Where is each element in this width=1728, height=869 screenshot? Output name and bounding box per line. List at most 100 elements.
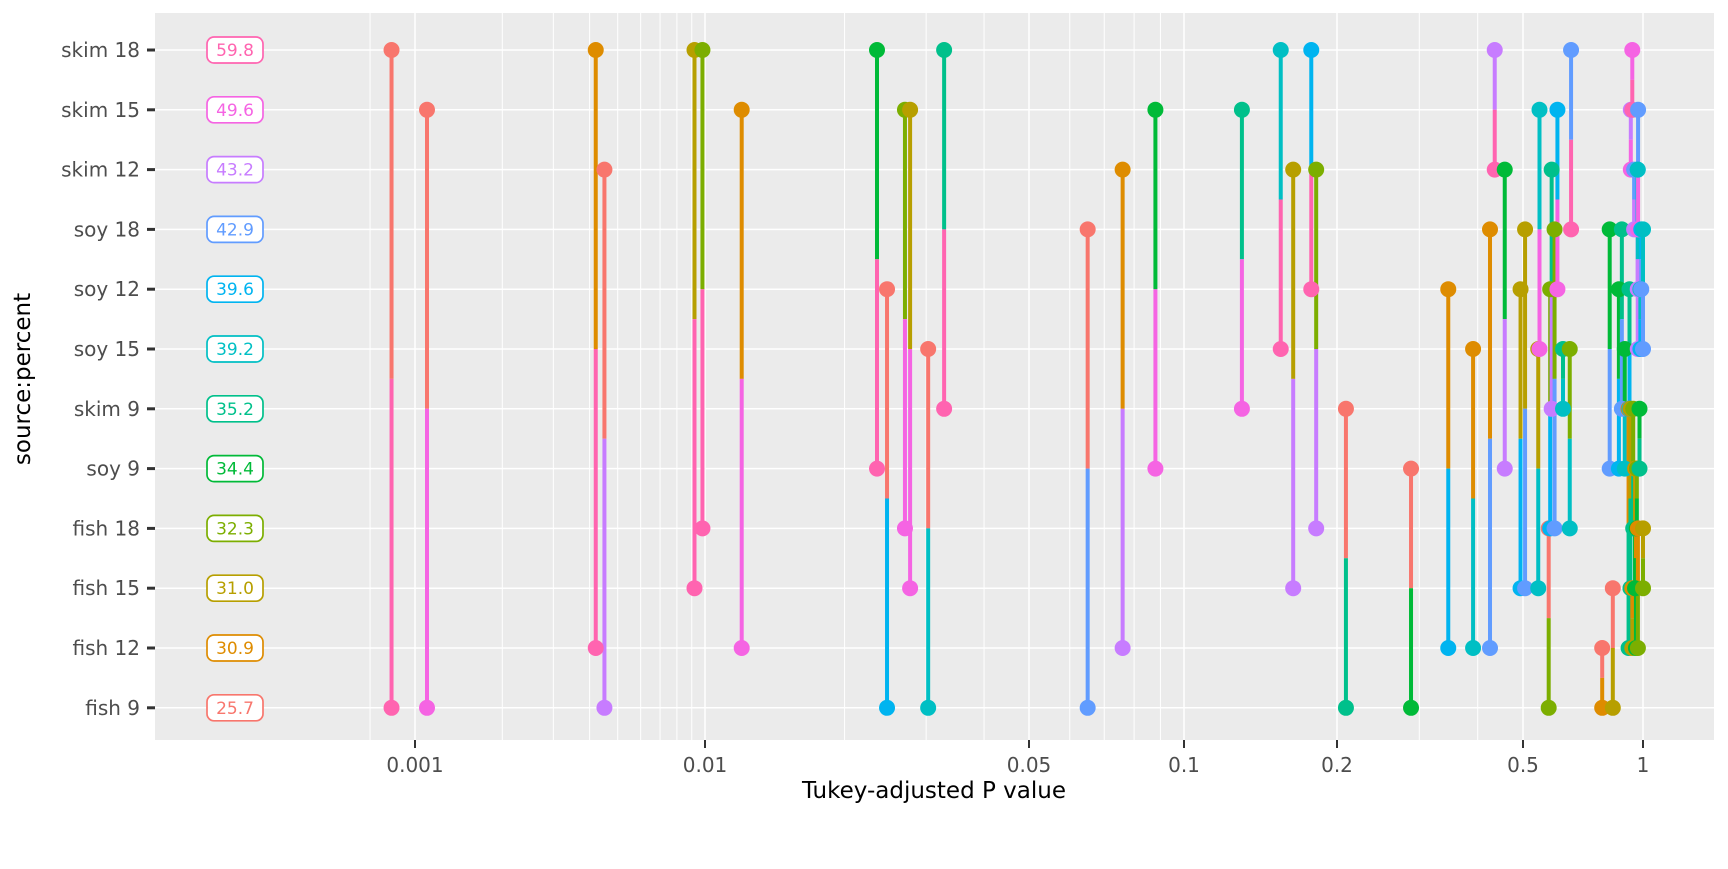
comparison-point: [1613, 221, 1630, 238]
comparison-point: [733, 101, 750, 118]
emm-box-border: [206, 36, 264, 64]
y-tick-label: skim 12: [61, 158, 140, 182]
emm-box: 39.6: [206, 275, 264, 304]
comparison-point: [1546, 221, 1563, 238]
y-tick-label: fish 18: [73, 516, 141, 540]
emm-box: 31.0: [206, 574, 264, 603]
comparison-point: [1561, 520, 1578, 537]
emm-box: 43.2: [206, 155, 264, 184]
emm-box-border: [206, 394, 264, 423]
y-axis-title: source:percent: [10, 293, 36, 465]
emm-box-border: [206, 215, 264, 244]
comparison-point: [879, 699, 896, 716]
plot-panel: [155, 13, 1714, 740]
comparison-point: [1549, 101, 1566, 118]
comparison-point: [1624, 42, 1641, 58]
x-tick-label: 0.001: [386, 753, 443, 777]
comparison-point: [1285, 580, 1302, 597]
comparison-point: [1594, 640, 1611, 656]
comparison-point: [694, 520, 711, 537]
comparison-point: [1631, 460, 1648, 477]
x-tick-label: 0.2: [1321, 753, 1353, 777]
emm-value: 49.6: [216, 101, 254, 121]
comparison-point: [1629, 161, 1646, 178]
emm-value-boxes: 59.8 49.6 43.2 42.9 39.6 39.2 35.2 34.4 32.3 31.0…: [206, 36, 264, 722]
comparison-point: [1114, 161, 1131, 178]
comparison-point: [1629, 640, 1646, 656]
comparison-point: [879, 281, 896, 298]
y-tick-label: soy 12: [74, 277, 140, 301]
comparison-point: [1601, 221, 1618, 238]
emm-box: 30.9: [206, 634, 264, 662]
comparison-point: [1543, 161, 1560, 178]
comparison-point: [383, 42, 400, 58]
emm-box: 49.6: [206, 95, 264, 124]
x-tick-label: 1: [1637, 753, 1650, 777]
emm-box: 35.2: [206, 394, 264, 423]
y-tick-label: soy 9: [86, 457, 140, 481]
emm-box-border: [206, 454, 264, 483]
emm-box-border: [206, 95, 264, 124]
y-tick-label: skim 18: [61, 38, 140, 62]
x-tick-label: 0.05: [1007, 753, 1052, 777]
emm-box-border: [206, 335, 264, 363]
comparison-point: [1440, 281, 1457, 298]
emm-value: 32.3: [216, 519, 254, 539]
comparison-point: [1285, 161, 1302, 178]
comparison-point: [587, 640, 604, 656]
comparison-point: [1549, 281, 1566, 298]
x-tick-label: 0.01: [683, 753, 728, 777]
y-tick-label: soy 15: [74, 337, 140, 361]
comparison-segments: [389, 50, 1645, 708]
panel-background: [155, 13, 1714, 740]
comparison-point: [1496, 161, 1513, 178]
comparison-point: [733, 640, 750, 656]
emm-box: 34.4: [206, 454, 264, 483]
comparison-point: [1440, 640, 1457, 656]
comparison-point: [694, 42, 711, 58]
comparison-point: [1114, 640, 1131, 656]
comparison-point: [902, 580, 919, 597]
comparison-point: [1563, 221, 1580, 238]
comparison-point: [1337, 699, 1354, 716]
comparison-point: [1465, 640, 1482, 656]
emm-value: 34.4: [216, 460, 254, 480]
emm-value: 42.9: [216, 220, 254, 240]
comparison-point: [1403, 699, 1420, 716]
comparison-point: [1540, 699, 1557, 716]
comparison-point: [1546, 520, 1563, 537]
comparison-point: [1465, 341, 1482, 357]
comparison-point: [869, 460, 886, 477]
x-tick-label: 0.5: [1507, 753, 1539, 777]
comparison-point: [1630, 101, 1647, 118]
comparison-point: [1482, 221, 1499, 238]
comparison-point: [383, 699, 400, 716]
emm-value: 31.0: [216, 579, 254, 599]
comparison-point: [419, 101, 436, 118]
y-tick-label: fish 9: [85, 696, 140, 720]
y-tick-label: skim 15: [61, 98, 140, 122]
comparison-point: [1272, 341, 1289, 357]
comparison-point: [1543, 400, 1560, 417]
y-tick-label: fish 15: [73, 576, 141, 600]
comparison-point: [596, 699, 613, 716]
emm-box: 39.2: [206, 335, 264, 363]
x-axis-title: Tukey-adjusted P value: [801, 778, 1066, 804]
comparison-point: [1635, 221, 1651, 238]
comparison-point: [1530, 580, 1547, 597]
comparison-point: [920, 699, 937, 716]
comparison-point: [1233, 101, 1250, 118]
emm-value: 25.7: [216, 699, 254, 719]
comparison-point: [1079, 221, 1096, 238]
comparison-point: [902, 101, 919, 118]
emm-value: 59.8: [216, 41, 254, 61]
comparison-point: [1303, 281, 1320, 298]
comparison-point: [936, 400, 953, 417]
comparison-point: [1633, 281, 1650, 298]
comparison-point: [1337, 400, 1354, 417]
comparison-point: [1561, 341, 1578, 357]
comparison-point: [596, 161, 613, 178]
comparison-point: [1147, 460, 1164, 477]
